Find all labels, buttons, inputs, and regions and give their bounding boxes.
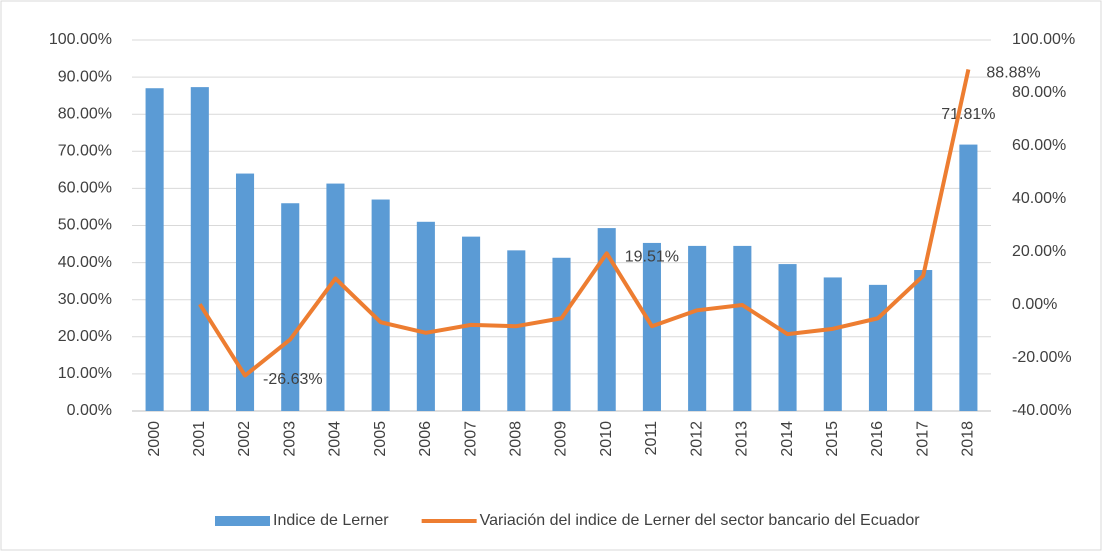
- x-tick-label: 2011: [643, 421, 660, 456]
- y2-tick-label: 0.00%: [1012, 296, 1057, 313]
- bar: [688, 245, 707, 411]
- line: [198, 69, 971, 378]
- y-tick-label: 60.00%: [58, 180, 112, 197]
- x-tick-label: 2004: [327, 421, 344, 457]
- legend-swatch: [215, 516, 270, 526]
- bar: [868, 284, 888, 411]
- y-tick-label: 40.00%: [58, 254, 112, 271]
- x-tick-label: 2003: [281, 421, 298, 457]
- y2-tick-label: 20.00%: [1012, 243, 1066, 260]
- y2-tick-label: 60.00%: [1012, 137, 1066, 154]
- bar: [597, 228, 616, 411]
- x-tick-label: 2006: [417, 421, 434, 457]
- bar: [552, 257, 571, 411]
- x-tick-label: 2013: [734, 421, 751, 457]
- y-tick-label: 20.00%: [58, 328, 112, 345]
- data-label: -26.63%: [263, 371, 323, 388]
- bar: [416, 221, 435, 411]
- bar: [326, 183, 345, 411]
- y2-tick-label: 80.00%: [1012, 84, 1066, 101]
- x-tick-label: 2015: [824, 421, 841, 457]
- legend-label: Variación del indice de Lerner del secto…: [480, 512, 921, 529]
- y2-tick-label: -40.00%: [1012, 402, 1072, 419]
- y2-tick-label: 100.00%: [1012, 31, 1075, 48]
- y-tick-label: 90.00%: [58, 68, 112, 85]
- y-tick-label: 0.00%: [67, 402, 112, 419]
- x-tick-label: 2005: [372, 421, 389, 457]
- y-tick-label: 100.00%: [49, 31, 112, 48]
- bar: [959, 144, 978, 411]
- data-label: 19.51%: [625, 249, 679, 266]
- x-tick-label: 2017: [914, 421, 931, 457]
- data-label: 71.81%: [941, 106, 995, 123]
- y2-tick-label: 40.00%: [1012, 190, 1066, 207]
- x-tick-label: 2010: [598, 421, 615, 457]
- x-tick-label: 2000: [146, 421, 163, 457]
- x-tick-label: 2002: [236, 421, 253, 457]
- y-tick-label: 70.00%: [58, 143, 112, 160]
- x-tick-label: 2009: [553, 421, 570, 457]
- x-tick-label: 2014: [779, 421, 796, 457]
- x-tick-label: 2007: [462, 421, 479, 457]
- y-tick-label: 10.00%: [58, 365, 112, 382]
- x-tick-label: 2008: [508, 421, 525, 457]
- y2-tick-label: -20.00%: [1012, 349, 1072, 366]
- bar: [733, 245, 752, 411]
- bar: [371, 199, 390, 411]
- bar: [823, 277, 842, 411]
- bar: [281, 203, 300, 411]
- x-tick-label: 2016: [869, 421, 886, 457]
- y-tick-label: 30.00%: [58, 291, 112, 308]
- bar: [778, 264, 797, 411]
- legend-label: Indice de Lerner: [273, 512, 389, 529]
- bar: [235, 173, 255, 411]
- data-label: 88.88%: [986, 65, 1040, 82]
- bar: [914, 270, 933, 411]
- x-tick-label: 2001: [191, 421, 208, 457]
- y-tick-label: 50.00%: [58, 217, 112, 234]
- bar: [507, 250, 526, 411]
- x-tick-label: 2018: [960, 421, 977, 457]
- bar: [145, 88, 164, 411]
- y-tick-label: 80.00%: [58, 105, 112, 122]
- x-tick-label: 2012: [688, 421, 705, 457]
- bar: [190, 87, 209, 411]
